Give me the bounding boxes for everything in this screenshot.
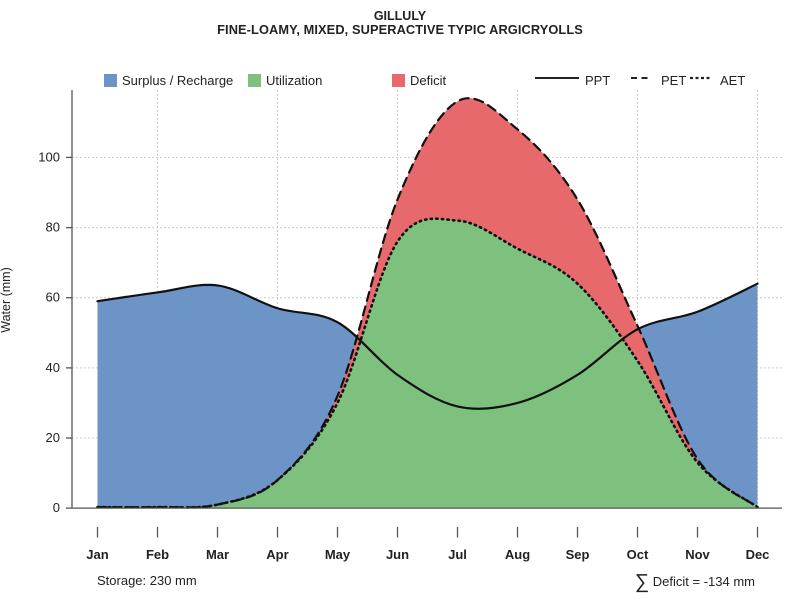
svg-text:60: 60 bbox=[46, 290, 60, 305]
svg-text:Dec: Dec bbox=[746, 547, 770, 562]
svg-text:Mar: Mar bbox=[206, 547, 229, 562]
svg-text:May: May bbox=[325, 547, 351, 562]
svg-text:Aug: Aug bbox=[505, 547, 530, 562]
svg-text:Jul: Jul bbox=[448, 547, 467, 562]
svg-text:Feb: Feb bbox=[146, 547, 169, 562]
svg-text:Sep: Sep bbox=[566, 547, 590, 562]
svg-text:20: 20 bbox=[46, 430, 60, 445]
svg-text:Nov: Nov bbox=[685, 547, 710, 562]
svg-text:Apr: Apr bbox=[266, 547, 288, 562]
svg-text:40: 40 bbox=[46, 360, 60, 375]
svg-text:Jun: Jun bbox=[386, 547, 409, 562]
svg-text:80: 80 bbox=[46, 220, 60, 235]
svg-text:0: 0 bbox=[53, 500, 60, 515]
svg-text:100: 100 bbox=[38, 149, 60, 164]
svg-text:Oct: Oct bbox=[627, 547, 649, 562]
svg-text:Jan: Jan bbox=[86, 547, 108, 562]
